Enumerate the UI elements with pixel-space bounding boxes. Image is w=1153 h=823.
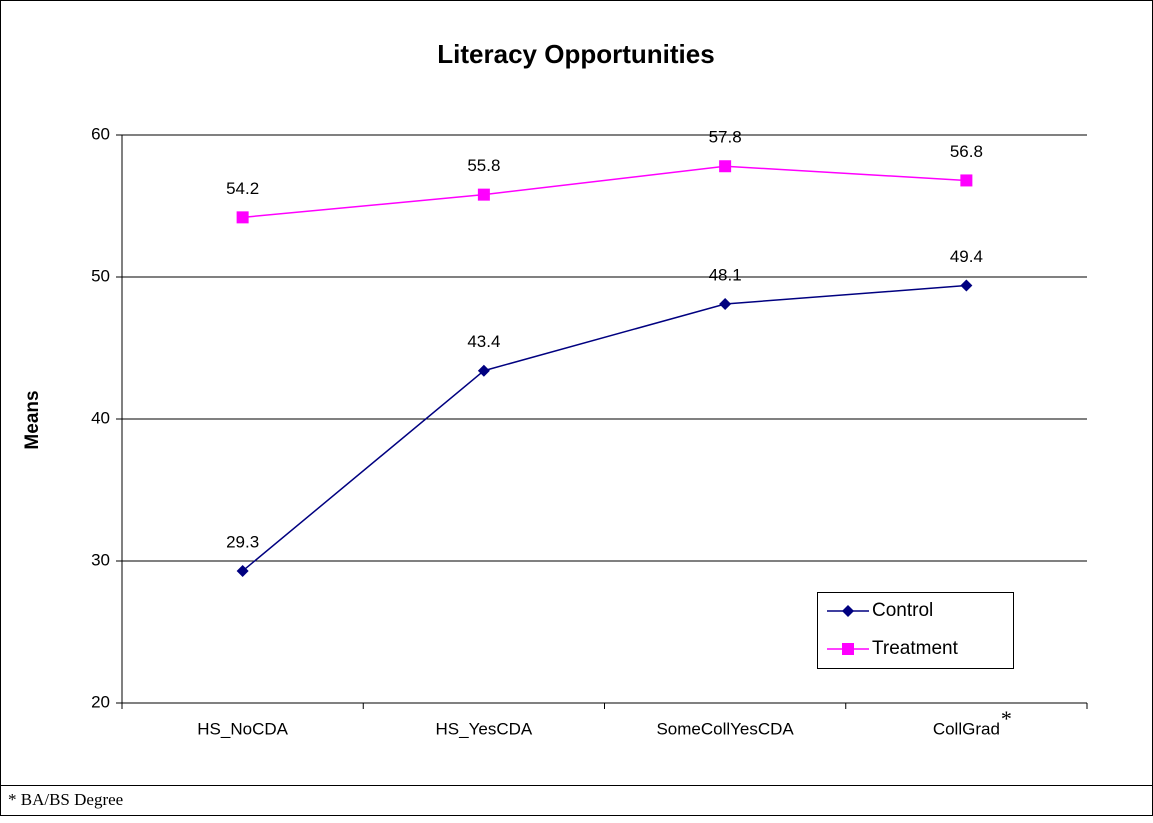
data-label: 43.4	[467, 332, 500, 351]
y-axis-label: Means	[22, 390, 43, 449]
x-tick-label: HS_NoCDA	[197, 719, 288, 738]
legend-marker	[842, 605, 854, 617]
point	[960, 279, 973, 292]
point	[719, 297, 732, 310]
data-label: 54.2	[226, 179, 259, 198]
point	[960, 174, 973, 187]
point	[477, 188, 490, 201]
y-tick-label: 60	[91, 124, 110, 143]
legend-label: Control	[872, 600, 933, 621]
chart-title: Literacy Opportunities	[437, 39, 714, 69]
point	[477, 364, 490, 377]
legend-label: Treatment	[872, 638, 959, 659]
series-line	[242, 284, 967, 572]
point	[236, 211, 249, 224]
legend-box	[817, 592, 1014, 669]
data-label: 29.3	[226, 532, 259, 551]
y-tick-label: 50	[91, 266, 110, 285]
series-line	[242, 165, 967, 219]
point	[719, 160, 732, 173]
x-tick-label: CollGrad	[933, 719, 1000, 738]
x-tick-label: HS_YesCDA	[436, 719, 533, 738]
data-label: 57.8	[709, 128, 742, 147]
data-label: 48.1	[709, 265, 742, 284]
data-label: 56.8	[950, 142, 983, 161]
category-note: *	[1001, 706, 1012, 731]
y-tick-label: 20	[91, 692, 110, 711]
y-tick-label: 30	[91, 550, 110, 569]
legend-marker	[842, 643, 854, 655]
footnote: * BA/BS Degree	[8, 790, 123, 809]
point	[236, 564, 249, 577]
y-tick-label: 40	[91, 408, 110, 427]
data-label: 49.4	[950, 247, 983, 266]
data-label: 55.8	[467, 156, 500, 175]
x-tick-label: SomeCollYesCDA	[656, 719, 794, 738]
